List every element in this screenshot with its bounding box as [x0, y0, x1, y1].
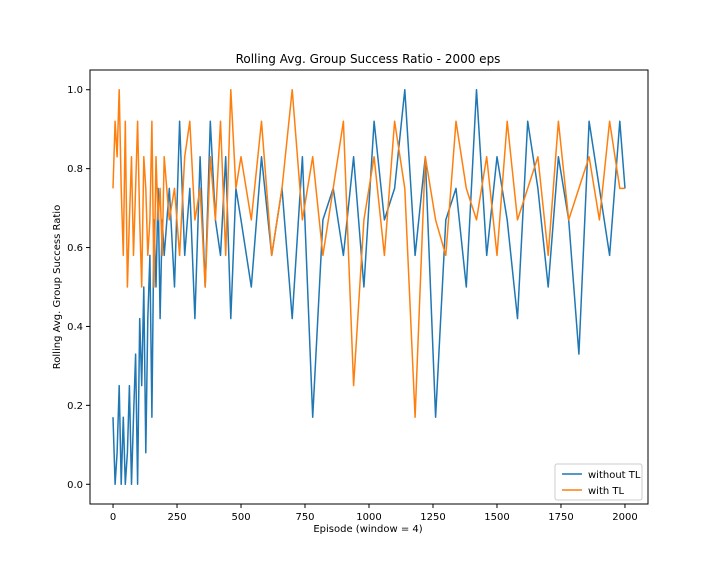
x-tick-label: 1250 [420, 512, 445, 523]
y-tick-label: 0.8 [67, 164, 83, 175]
y-tick-label: 0.4 [67, 322, 83, 333]
legend-box [554, 463, 643, 501]
x-tick-label: 1500 [484, 512, 509, 523]
plot-frame [89, 69, 649, 505]
x-tick-label: 750 [295, 512, 314, 523]
legend-label-with-tl: with TL [588, 486, 625, 497]
chart-title: Rolling Avg. Group Success Ratio - 2000 … [236, 52, 501, 66]
x-axis-label: Episode (window = 4) [313, 524, 422, 535]
series-line-with-tl [112, 88, 625, 418]
legend-label-without-tl: without TL [588, 470, 641, 481]
y-tick-label: 0.2 [67, 401, 83, 412]
x-tick-label: 250 [167, 512, 186, 523]
y-tick-label: 0.0 [67, 480, 83, 491]
legend: without TL with TL [554, 463, 643, 501]
y-axis-label: Rolling Avg. Group Success Ratio [52, 205, 63, 369]
x-tick-label: 500 [231, 512, 250, 523]
series-line-without-tl [112, 88, 626, 486]
x-tick-label: 0 [110, 512, 116, 523]
y-tick-label: 1.0 [67, 85, 83, 96]
x-tick-label: 2000 [612, 512, 637, 523]
x-tick-label: 1000 [356, 512, 381, 523]
plot-area: 0 250 500 750 1000 1250 1500 1750 2000 0.0 0.2 0.4 0… [67, 69, 649, 523]
y-tick-label: 0.6 [67, 243, 83, 254]
x-tick-label: 1750 [548, 512, 573, 523]
